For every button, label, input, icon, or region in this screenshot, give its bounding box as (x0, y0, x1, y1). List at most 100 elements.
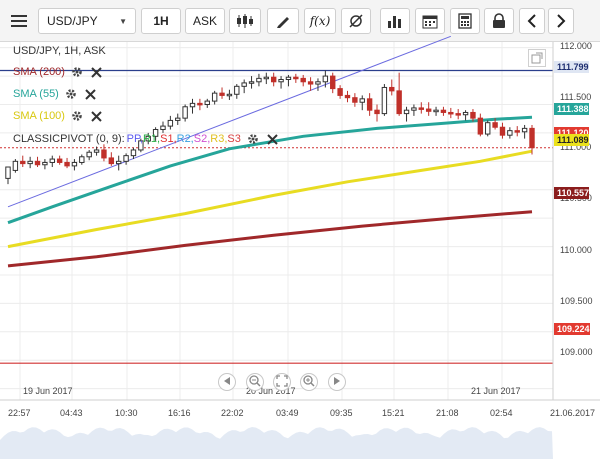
pan-left-button[interactable] (218, 373, 236, 391)
candle (521, 124, 528, 139)
candles (5, 70, 535, 185)
calendar-button[interactable] (415, 8, 445, 34)
candle (56, 155, 63, 165)
candle (330, 72, 336, 94)
candle (514, 126, 520, 137)
candle-body (499, 126, 506, 136)
pivot-legend-r2: R2, (176, 133, 194, 145)
candle (248, 76, 255, 89)
chart-type-button[interactable] (229, 8, 261, 34)
gear-icon[interactable] (71, 66, 84, 79)
candle (71, 159, 78, 171)
triangle-left-icon (223, 376, 231, 388)
timeframe-label: 1H (153, 14, 169, 28)
function-icon: f(x) (309, 14, 331, 28)
candle (130, 147, 137, 160)
candle-body (374, 109, 380, 115)
candle (477, 113, 484, 137)
hide-drawings-button[interactable] (341, 8, 371, 34)
pan-right-button[interactable] (328, 373, 346, 391)
legend-sma200[interactable]: SMA (200) (13, 64, 103, 80)
eraser-icon (348, 13, 364, 29)
candle (529, 124, 535, 155)
candle-body (403, 109, 410, 115)
draw-tool-button[interactable] (267, 8, 299, 34)
candle-body (101, 149, 107, 159)
symbol-label: USD/JPY (47, 14, 98, 28)
calculator-icon (457, 13, 473, 29)
candle-body (521, 127, 528, 133)
price-type-select[interactable]: ASK (185, 8, 225, 34)
candle-body (425, 108, 432, 112)
candle (241, 79, 247, 94)
legend-pivot-items: PP, R1, S1, R2, S2, R3, S3 (125, 133, 241, 145)
candle-body (152, 129, 159, 137)
candle-body (123, 155, 129, 162)
candle (389, 79, 395, 96)
close-icon[interactable] (90, 66, 103, 79)
scroll-right-button[interactable] (548, 8, 574, 34)
candle (197, 98, 203, 111)
close-icon[interactable] (90, 110, 103, 123)
close-icon[interactable] (84, 88, 97, 101)
candle-body (337, 88, 343, 96)
legend-sma55[interactable]: SMA (55) (13, 86, 97, 102)
candle (189, 98, 196, 114)
candle-body (160, 125, 166, 131)
pivot-legend-r3: R3, (210, 133, 228, 145)
candle-body (226, 93, 233, 97)
bar-chart-icon (387, 13, 403, 29)
candlestick-icon (236, 13, 254, 29)
calculator-button[interactable] (450, 8, 480, 34)
candle (12, 159, 19, 173)
candle-body (389, 86, 395, 92)
candle-body (108, 157, 115, 165)
candle (307, 77, 314, 91)
candle (27, 156, 33, 169)
candle-body (71, 161, 78, 167)
candle (160, 121, 166, 133)
candle-body (12, 160, 19, 171)
candle-body (219, 92, 225, 96)
candle-body (175, 117, 181, 121)
expand-button[interactable] (528, 49, 546, 67)
candle-body (315, 81, 321, 85)
scroll-left-button[interactable] (519, 8, 545, 34)
reset-zoom-button[interactable] (273, 373, 291, 391)
menu-button[interactable] (4, 8, 34, 34)
candle (462, 110, 469, 121)
lock-button[interactable] (484, 8, 514, 34)
candle (167, 115, 174, 130)
candle-body (189, 102, 196, 108)
gear-icon[interactable] (247, 133, 260, 146)
candle (5, 166, 11, 185)
pivot-legend-pp: PP, (126, 133, 143, 145)
candle (293, 73, 299, 83)
zoom-in-button[interactable] (300, 373, 318, 391)
candle-body (366, 98, 373, 111)
gear-icon[interactable] (71, 110, 84, 123)
candle-body (27, 160, 33, 165)
candle-body (34, 160, 41, 166)
candle-body (285, 76, 292, 81)
candle-body (330, 75, 336, 90)
candle (344, 90, 351, 103)
candle-body (300, 77, 306, 83)
candle (440, 106, 447, 116)
calendar-icon (422, 13, 438, 29)
candle (485, 120, 491, 137)
indicators-button[interactable]: f(x) (304, 8, 336, 34)
candle-body (293, 76, 299, 80)
timeframe-select[interactable]: 1H (141, 8, 181, 34)
candle-body (263, 76, 270, 80)
candle-body (352, 97, 358, 103)
close-icon[interactable] (266, 133, 279, 146)
gear-icon[interactable] (65, 88, 78, 101)
legend-pivot[interactable]: CLASSICPIVOT (0, 9): PP, R1, S1, R2, S2,… (13, 131, 279, 147)
legend-sma100[interactable]: SMA (100) (13, 108, 103, 124)
candle-body (470, 111, 476, 119)
zoom-out-button[interactable] (246, 373, 264, 391)
symbol-select[interactable]: USD/JPY ▼ (38, 8, 136, 34)
volume-button[interactable] (380, 8, 410, 34)
